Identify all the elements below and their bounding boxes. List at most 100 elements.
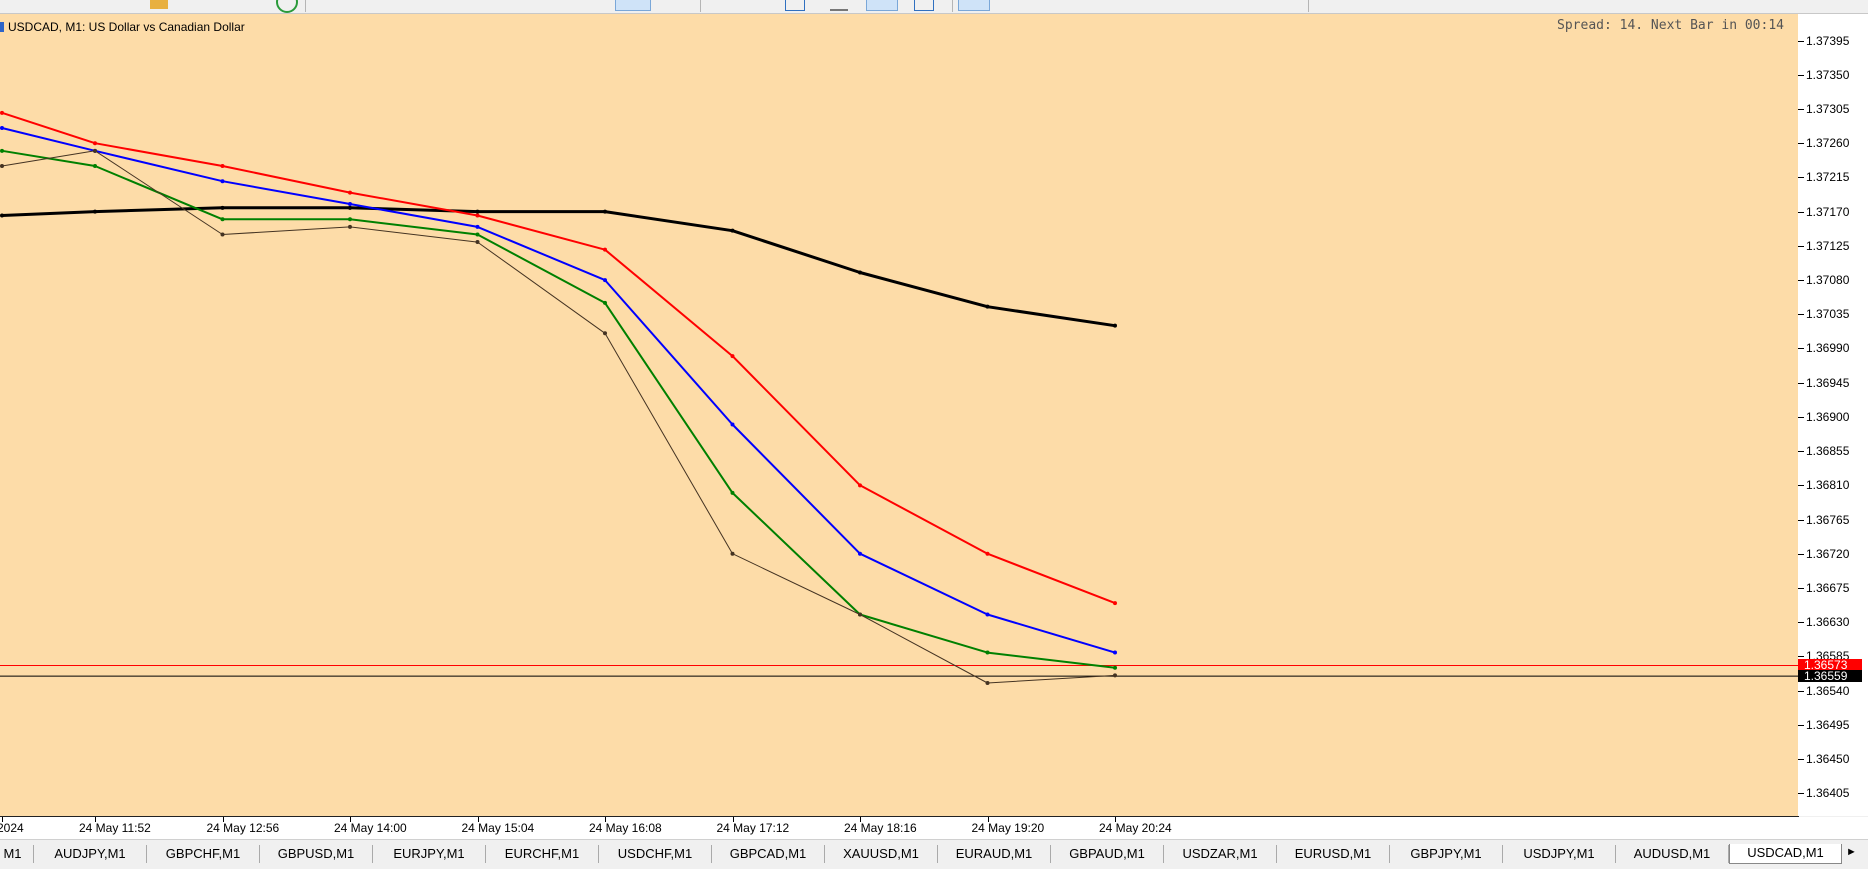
series-line-1 (1, 111, 1116, 605)
price-label: 1.36990 (1806, 341, 1850, 356)
price-label: 1.36900 (1806, 409, 1850, 424)
tab-gbpaud-m1[interactable]: GBPAUD,M1 (1051, 845, 1164, 863)
price-label: 1.37305 (1806, 102, 1850, 117)
ask-price-tag: 1.36573 (1798, 659, 1862, 672)
tab-usdcad-m1[interactable]: USDCAD,M1 (1729, 844, 1842, 864)
series-1-point-0 (0, 110, 4, 115)
spread-info: Spread: 14. Next Bar in 00:14 (1557, 18, 1784, 33)
series-line-0 (1, 206, 1116, 328)
tab-eurchf-m1[interactable]: EURCHF,M1 (486, 845, 599, 863)
series-line-2 (1, 127, 1116, 654)
series-line-3 (1, 149, 1116, 669)
toolbar-separator (700, 0, 701, 12)
series-4-point-3 (348, 224, 352, 229)
candlestick-icon[interactable] (866, 0, 898, 11)
tab-eurjpy-m1[interactable]: EURJPY,M1 (373, 845, 486, 863)
tab-usdjpy-m1[interactable]: USDJPY,M1 (1503, 845, 1616, 863)
series-2-point-5 (603, 278, 607, 283)
series-0-point-8 (985, 304, 990, 309)
series-0-point-2 (220, 205, 225, 210)
price-tick (1798, 587, 1804, 589)
tab-audjpy-m1[interactable]: AUDJPY,M1 (34, 845, 147, 863)
series-4-point-4 (475, 240, 480, 245)
series-4-point-6 (730, 551, 735, 556)
tab-xauusd-m1[interactable]: XAUUSD,M1 (825, 845, 938, 863)
folder-icon[interactable] (150, 0, 168, 9)
tab-usdzar-m1[interactable]: USDZAR,M1 (1164, 845, 1277, 863)
series-2-point-7 (858, 551, 862, 556)
series-2-point-0 (0, 126, 4, 131)
series-2-point-6 (730, 422, 735, 427)
tab-m1[interactable]: M1 (0, 845, 34, 863)
series-0-point-3 (348, 205, 352, 210)
time-tick (477, 817, 479, 822)
price-tick (1798, 553, 1804, 555)
price-label: 1.36945 (1806, 375, 1850, 390)
series-4-point-5 (603, 331, 607, 336)
time-tick (350, 817, 351, 822)
tab-audusd-m1[interactable]: AUDUSD,M1 (1616, 845, 1729, 863)
time-tick (1115, 817, 1116, 822)
series-1-point-9 (1113, 601, 1117, 606)
crosshair-icon[interactable] (615, 0, 651, 11)
zoom-icon[interactable] (914, 0, 934, 11)
time-label: 24 May 17:12 (716, 821, 790, 835)
tab-gbpcad-m1[interactable]: GBPCAD,M1 (712, 845, 825, 863)
toolbar-separator (1308, 0, 1309, 12)
time-label: 24 May 15:04 (461, 821, 535, 835)
chart-window-icon[interactable] (785, 0, 805, 11)
price-tick (1798, 622, 1804, 624)
series-3-point-8 (985, 650, 990, 655)
price-tick (1798, 382, 1804, 384)
series-4-point-7 (858, 612, 862, 617)
tab-gbpchf-m1[interactable]: GBPCHF,M1 (147, 845, 260, 863)
autoscroll-icon[interactable] (958, 0, 990, 11)
series-1-point-4 (475, 213, 480, 218)
series-1-point-3 (348, 190, 352, 195)
line-chart-icon[interactable] (830, 0, 848, 11)
toolbar-separator (952, 0, 953, 12)
refresh-icon[interactable] (276, 0, 298, 13)
price-label: 1.36855 (1806, 444, 1850, 459)
tab-usdchf-m1[interactable]: USDCHF,M1 (599, 845, 712, 863)
time-tick (222, 817, 224, 822)
price-label: 1.36630 (1806, 615, 1850, 630)
symbol-label-text: USDCAD, M1: US Dollar vs Canadian Dollar (8, 20, 245, 34)
tab-gbpjpy-m1[interactable]: GBPJPY,M1 (1390, 845, 1503, 863)
toolbar-separator (305, 0, 306, 12)
price-tick (1798, 245, 1804, 247)
series-3-point-1 (93, 164, 97, 169)
price-tick (1798, 690, 1804, 692)
tab-eurusd-m1[interactable]: EURUSD,M1 (1277, 845, 1390, 863)
price-tick (1798, 314, 1804, 316)
price-tick (1798, 109, 1804, 111)
price-label: 1.36540 (1806, 683, 1850, 698)
series-0-point-6 (730, 228, 735, 233)
time-label: 24 May 20:24 (1099, 821, 1172, 835)
price-label: 1.37080 (1806, 273, 1850, 288)
series-0-point-5 (603, 209, 607, 214)
price-tick (1798, 793, 1804, 795)
tab-euraud-m1[interactable]: EURAUD,M1 (938, 845, 1051, 863)
series-4-point-2 (220, 232, 225, 237)
tab-gbpusd-m1[interactable]: GBPUSD,M1 (260, 845, 373, 863)
chart-window[interactable]: USDCAD, M1: US Dollar vs Canadian Dollar… (0, 14, 1799, 817)
price-chart[interactable] (0, 14, 1798, 816)
price-tick (1798, 280, 1804, 282)
series-3-point-9 (1113, 665, 1117, 670)
toolbar (0, 0, 1868, 14)
series-4-point-1 (93, 148, 97, 153)
series-4-point-0 (0, 164, 4, 169)
chart-icon (0, 22, 4, 32)
time-axis[interactable]: 2024 24 May 11:52 24 May 12:56 24 May 14:00… (0, 817, 1798, 839)
time-label: 24 May 11:52 (79, 821, 151, 835)
price-label: 1.36720 (1806, 546, 1850, 561)
price-tick (1798, 758, 1804, 760)
tab-scroll-right-icon[interactable]: ► (1846, 846, 1857, 858)
series-2-point-9 (1113, 650, 1117, 655)
chart-tab-bar: ◄ ► M1AUDJPY,M1GBPCHF,M1GBPUSD,M1EURJPY,… (0, 839, 1868, 869)
series-1-point-8 (985, 551, 990, 556)
price-tick (1798, 211, 1804, 213)
price-axis[interactable]: 1.37395 1.37350 1.37305 1.37260 1.37215 1.371… (1798, 14, 1868, 816)
time-label: 24 May 18:16 (844, 821, 917, 835)
